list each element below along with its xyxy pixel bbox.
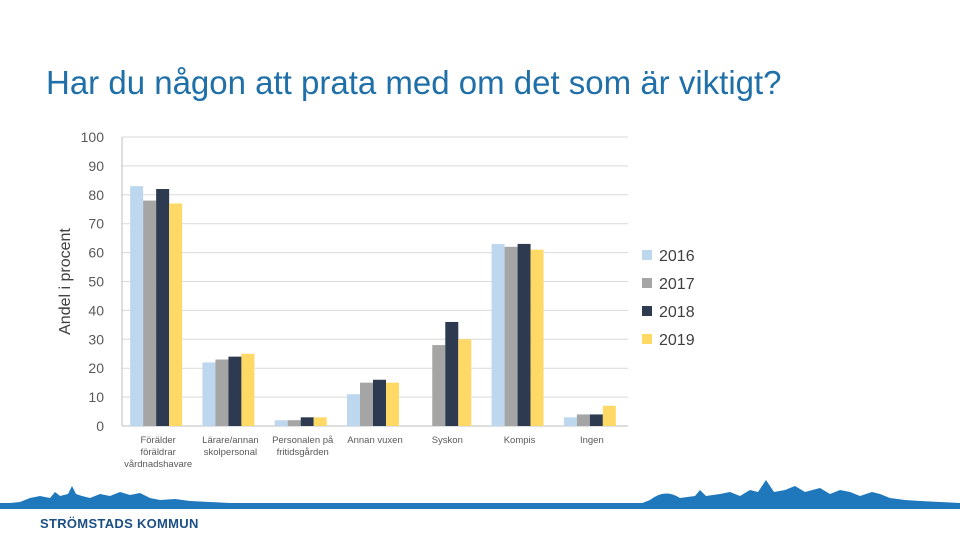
bar-2019-6 [602,405,616,426]
x-tick-label: föräldrar [140,447,175,458]
bar-2017-4 [432,345,446,426]
bar-2016-3 [347,394,360,426]
y-axis-title: Andel i procent [57,228,74,335]
x-tick-label: Personalen på [272,435,334,446]
y-tick-label: 80 [88,187,104,203]
bar-2019-3 [386,382,399,426]
skyline-left-decoration [0,486,230,506]
bar-2017-3 [360,382,373,426]
bar-2016-2 [274,420,288,426]
x-tick-label: vårdnadshavare [124,459,192,470]
bar-2018-2 [300,417,314,426]
bar-2017-2 [287,420,301,426]
bar-2018-1 [228,356,242,426]
bar-2018-5 [517,243,531,426]
y-tick-label: 70 [88,216,104,232]
bar-2019-1 [241,353,255,426]
legend-swatch-2018 [642,306,652,316]
bar-2016-1 [202,362,216,426]
bar-2017-5 [504,246,518,426]
y-tick-label: 90 [88,158,104,174]
x-tick-label: Annan vuxen [347,435,402,446]
legend-swatch-2017 [642,278,652,288]
y-tick-label: 30 [88,331,104,347]
skyline-right-decoration [640,480,960,506]
x-tick-label: Förälder [140,435,175,446]
legend-label-2016: 2016 [659,248,695,265]
y-tick-label: 60 [88,245,104,261]
bar-2016-5 [491,243,505,426]
y-tick-label: 20 [88,360,104,376]
footer-bar [0,503,960,509]
y-tick-label: 0 [96,418,104,434]
legend-label-2017: 2017 [659,276,695,293]
bar-2017-1 [215,359,229,426]
x-tick-label: fritidsgården [277,447,329,458]
y-tick-label: 10 [88,389,104,405]
y-tick-label: 100 [81,129,105,145]
y-tick-label: 50 [88,274,104,290]
bar-2018-6 [589,414,603,426]
bar-2016-0 [130,186,144,426]
legend-swatch-2016 [642,250,652,260]
x-tick-label: skolpersonal [204,447,257,458]
bar-2016-6 [563,417,577,426]
bar-2019-2 [313,417,327,426]
bar-2018-3 [373,379,386,426]
x-tick-label: Kompis [504,435,536,446]
bar-2019-4 [458,339,472,426]
x-tick-label: Ingen [580,435,604,446]
slide-title: Har du någon att prata med om det som är… [46,64,782,101]
x-tick-label: Lärare/annan [202,435,259,446]
bar-2018-0 [156,189,170,426]
x-tick-label: Syskon [432,435,463,446]
y-tick-label: 40 [88,302,104,318]
bar-2018-4 [445,321,459,426]
legend-label-2019: 2019 [659,332,695,349]
legend-label-2018: 2018 [659,304,695,321]
bar-2019-0 [169,203,183,426]
bar-2019-5 [530,249,544,426]
legend-swatch-2019 [642,334,652,344]
bar-2017-6 [576,414,590,426]
footer-organization-name: STRÖMSTADS KOMMUN [40,516,199,531]
bar-2017-0 [143,200,157,426]
